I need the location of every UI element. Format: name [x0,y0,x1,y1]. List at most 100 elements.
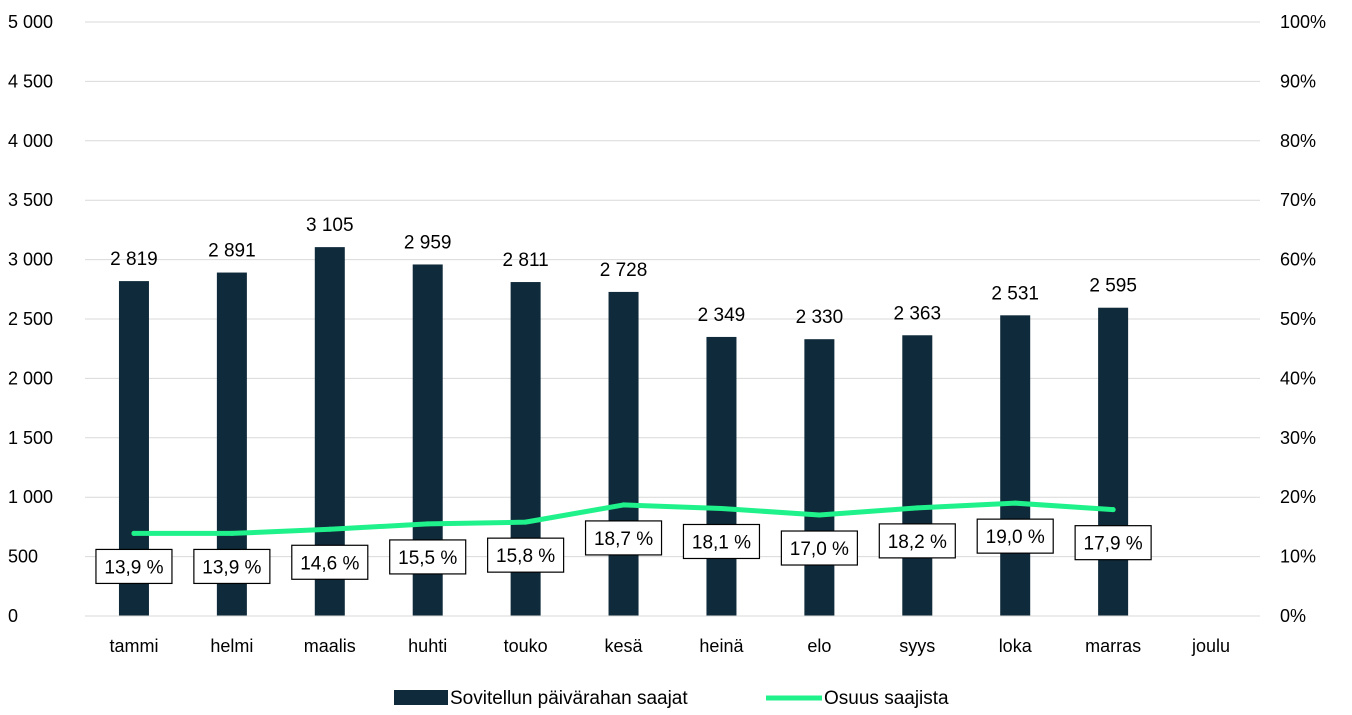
line-data-label-text: 15,8 % [496,546,555,567]
line-point [327,526,333,532]
y-right-tick-label: 0% [1280,606,1306,626]
bar-data-label: 2 819 [110,249,158,270]
x-tick-label: syys [899,636,935,656]
line-data-labels: 13,9 % 13,9 % 14,6 % 15,5 % 15,8 % 18,7 % 18,1… [95,518,1152,585]
y-left-tick-label: 2 500 [8,309,53,329]
y-right-tick-label: 80% [1280,131,1316,151]
line-data-label-box [95,548,173,585]
line-data-label-text: 17,9 % [1084,534,1143,555]
x-tick-label: tammi [109,636,158,656]
line-data-label: 14,6 % [291,544,369,580]
x-axis: tammi helmi maalis huhti touko kesä heinä elo sy… [85,615,1260,656]
y-right-tick-label: 60% [1280,250,1316,270]
y-left-tick-label: 3 500 [8,190,53,210]
bar-data-labels: 2 819 2 891 3 105 2 959 2 811 2 728 2 349 2 330… [110,215,1137,328]
y-left-tick-label: 0 [8,606,18,626]
line-data-label: 17,0 % [780,530,858,566]
line-data-label-box [1074,525,1152,561]
x-tick-label: helmi [210,636,253,656]
bar [1000,315,1031,616]
y-axis-right: 0% 10% 20% 30% 40% 50% 60% 70% 80% 90% 100% [1280,12,1326,626]
y-right-tick-label: 100% [1280,12,1326,32]
line-point [229,530,235,536]
line-data-label-text: 14,6 % [300,553,359,574]
line-point [425,521,431,527]
bar-data-label: 2 728 [600,260,648,281]
y-right-tick-label: 40% [1280,368,1316,388]
bar-data-label: 2 595 [1089,276,1137,297]
line-data-label: 17,9 % [1074,525,1152,561]
bar-data-label: 2 891 [208,241,256,262]
line-data-label-text: 15,5 % [398,548,457,569]
line-point [816,512,822,518]
x-tick-label: loka [999,636,1033,656]
line-data-label-text: 18,1 % [692,532,751,553]
line-data-label-text: 18,2 % [888,532,947,553]
bar-data-label: 2 959 [404,232,452,253]
line-point [621,502,627,508]
line-data-label: 18,7 % [584,520,663,556]
x-tick-label: marras [1085,636,1141,656]
y-right-tick-label: 50% [1280,309,1316,329]
x-tick-label: heinä [699,636,744,656]
line-data-label: 18,1 % [682,523,761,560]
legend-line-label: Osuus saajista [824,688,949,709]
line-data-label: 18,2 % [878,523,956,559]
line-series [131,500,1116,536]
bar-data-label: 2 531 [991,283,1039,304]
y-axis-left: 0 500 1 000 1 500 2 000 2 500 3 000 3 500 4 000 4… [8,12,53,626]
y-left-tick-label: 4 500 [8,71,53,91]
y-right-tick-label: 30% [1280,428,1316,448]
line-data-label-box [291,544,369,580]
y-right-tick-label: 90% [1280,71,1316,91]
gridlines [85,21,1260,617]
bar-data-label: 2 363 [894,303,942,324]
bar [608,291,639,616]
x-tick-label: maalis [304,636,356,656]
x-tick-label: kesä [605,636,644,656]
line-point [1110,507,1116,513]
x-tick-label: elo [807,636,831,656]
legend-bar-swatch [394,690,448,705]
line-data-label-box [487,537,565,573]
x-tick-label: huhti [408,636,447,656]
line-data-label-box [976,518,1054,554]
line-data-label: 19,0 % [976,518,1054,554]
bar-data-label: 3 105 [306,215,354,236]
line-data-label: 15,5 % [389,539,467,575]
line-data-label-text: 17,0 % [790,539,849,560]
line-data-label-box [389,539,467,575]
bar [706,336,737,616]
y-left-tick-label: 2 000 [8,368,53,388]
line-data-label: 15,8 % [487,537,565,573]
line-data-label-box [780,530,858,566]
bar [902,335,933,616]
y-right-tick-label: 20% [1280,487,1316,507]
bar [1098,307,1129,616]
line-point [1012,500,1018,506]
line-point [131,530,137,536]
line-data-label-box [193,548,271,585]
y-left-tick-label: 1 500 [8,428,53,448]
y-left-tick-label: 4 000 [8,131,53,151]
bar-data-label: 2 349 [698,305,746,326]
x-tick-label: touko [504,636,548,656]
y-left-tick-label: 1 000 [8,487,53,507]
line-data-label: 13,9 % [193,548,271,585]
y-left-tick-label: 500 [8,547,38,567]
legend: Sovitellun päivärahan saajat Osuus saaji… [394,688,949,709]
line-point [718,505,724,511]
y-left-tick-label: 3 000 [8,250,53,270]
x-tick-label: joulu [1191,636,1230,656]
y-right-tick-label: 10% [1280,547,1316,567]
line-data-label-text: 13,9 % [202,557,261,578]
line-point [914,505,920,511]
line-point [523,519,529,525]
line-data-label-text: 18,7 % [594,529,653,550]
line-data-label-box [878,523,956,559]
line-data-label-box [682,523,761,560]
line-data-label-text: 13,9 % [104,557,163,578]
line-data-label: 13,9 % [95,548,173,585]
y-right-tick-label: 70% [1280,190,1316,210]
